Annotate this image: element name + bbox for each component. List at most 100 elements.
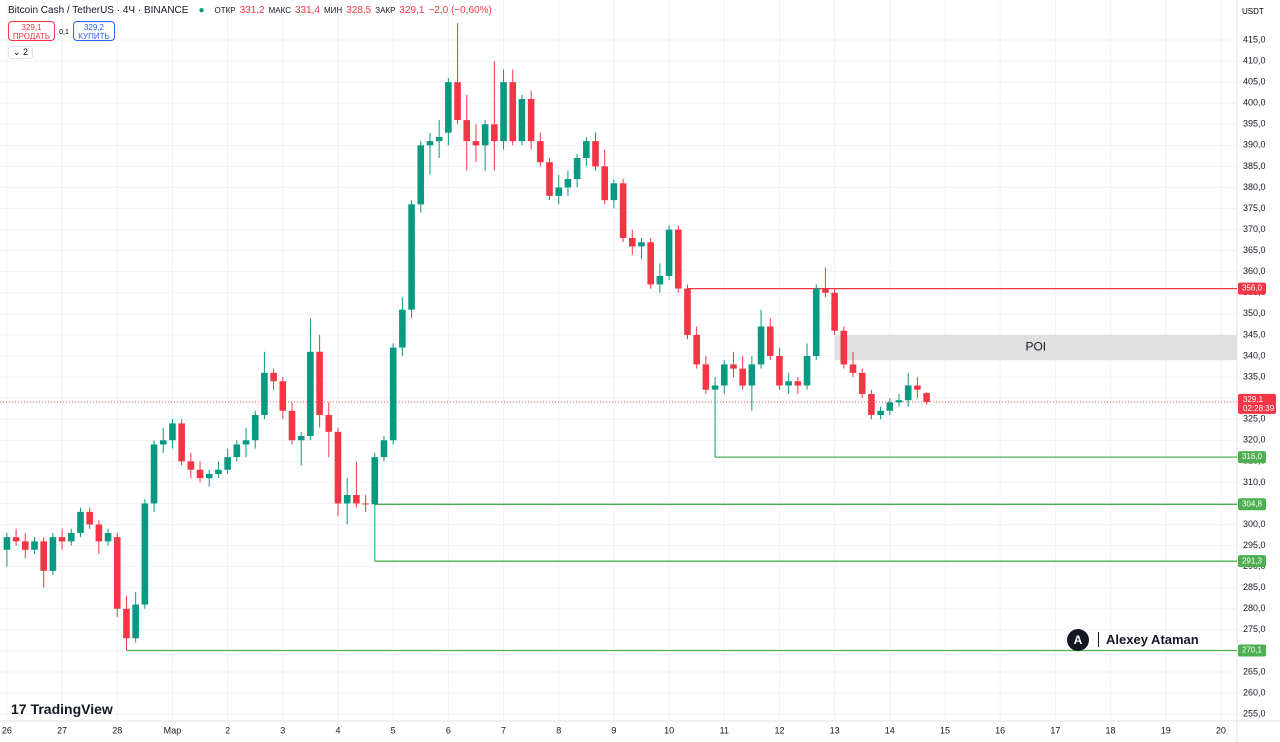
candle-body xyxy=(67,532,75,542)
candle-body xyxy=(831,292,838,331)
buy-button[interactable]: 329,2 КУПИТЬ xyxy=(73,21,115,41)
level-label: 291,3 xyxy=(1242,556,1263,565)
candle-body xyxy=(527,99,535,142)
x-tick-label: 12 xyxy=(774,725,784,735)
candle-body xyxy=(573,157,581,180)
candle-body xyxy=(297,436,305,441)
candle-body xyxy=(215,469,222,474)
candle-body xyxy=(592,141,599,167)
candle-body xyxy=(923,393,930,402)
candle-body xyxy=(233,444,241,458)
x-tick-label: 19 xyxy=(1161,725,1171,735)
x-tick-label: 15 xyxy=(940,725,950,735)
candle-body xyxy=(159,440,167,445)
y-tick-label: 390,0 xyxy=(1243,140,1266,150)
candle-body xyxy=(454,82,461,121)
y-tick-label: 350,0 xyxy=(1243,308,1266,318)
y-tick-label: 365,0 xyxy=(1243,245,1266,255)
symbol[interactable]: Bitcoin Cash / TetherUS · 4Ч · BINANCE xyxy=(8,5,189,16)
candle-body xyxy=(748,364,756,386)
x-tick-label: 20 xyxy=(1216,725,1226,735)
y-tick-label: 275,0 xyxy=(1243,624,1266,634)
candle-body xyxy=(895,400,903,403)
candle-body xyxy=(812,288,820,356)
status-dot: ● xyxy=(198,5,205,16)
sell-label: ПРОДАТЬ xyxy=(12,32,51,41)
candle-body xyxy=(40,541,47,571)
currency[interactable]: USDT xyxy=(1242,7,1264,16)
brand: 17 TradingView xyxy=(11,701,113,717)
candle-body xyxy=(702,364,710,390)
candle-body xyxy=(674,229,682,289)
candle-body xyxy=(583,141,590,158)
candle-body xyxy=(904,385,912,401)
x-tick-label: 27 xyxy=(57,725,67,735)
indicator-count: 2 xyxy=(23,47,29,57)
indicators-toggle[interactable]: ⌄ 2 xyxy=(8,46,34,59)
y-tick-label: 340,0 xyxy=(1243,350,1266,360)
candle-body xyxy=(399,309,406,348)
candle-body xyxy=(187,461,195,470)
candle-body xyxy=(325,414,333,432)
y-tick-label: 295,0 xyxy=(1243,540,1266,550)
candle-body xyxy=(877,410,884,415)
candle-body xyxy=(58,537,66,542)
candle-body xyxy=(739,368,746,386)
candle-body xyxy=(3,537,11,550)
candle-body xyxy=(362,503,369,505)
y-tick-label: 370,0 xyxy=(1243,224,1266,234)
ohlc-label: ЗАКР xyxy=(375,6,396,15)
ohlc-value: 331,4 xyxy=(294,5,321,16)
level-tag xyxy=(1238,451,1266,464)
candle-body xyxy=(95,524,103,542)
candle-body xyxy=(49,537,57,571)
candle-body xyxy=(564,179,572,188)
candle-body xyxy=(868,393,875,415)
level-label: 304,8 xyxy=(1242,499,1263,508)
candle-body xyxy=(481,124,489,146)
y-tick-label: 260,0 xyxy=(1243,687,1266,697)
x-tick-label: 14 xyxy=(885,725,895,735)
last-price-tag xyxy=(1238,393,1276,414)
sell-price: 329,1 xyxy=(21,23,42,32)
candle-body xyxy=(288,410,296,441)
x-tick-label: 16 xyxy=(995,725,1005,735)
candle-body xyxy=(647,242,654,285)
level-tag xyxy=(1238,555,1266,568)
y-tick-label: 335,0 xyxy=(1243,371,1266,381)
spread: 0,1 xyxy=(59,29,69,36)
level-label: 270,1 xyxy=(1242,646,1263,655)
candle-body xyxy=(684,288,691,335)
candle-body xyxy=(279,381,287,411)
candle-body xyxy=(555,187,563,196)
candle-body xyxy=(224,457,231,470)
candle-body xyxy=(12,537,20,542)
candle-body xyxy=(785,381,792,386)
candle-body xyxy=(518,99,526,142)
candle-body xyxy=(435,136,443,142)
candle-body xyxy=(205,473,213,479)
candle-body xyxy=(693,334,700,365)
candle-body xyxy=(123,608,130,639)
candle-body xyxy=(619,183,627,239)
candle-body xyxy=(711,385,719,390)
candle-body xyxy=(343,495,351,504)
y-tick-label: 310,0 xyxy=(1243,477,1266,487)
y-tick-label: 360,0 xyxy=(1243,266,1266,276)
sell-button[interactable]: 329,1 ПРОДАТЬ xyxy=(8,21,55,41)
candle-body xyxy=(500,82,507,142)
candle-body xyxy=(86,511,93,525)
x-tick-label: 13 xyxy=(830,725,840,735)
y-tick-label: 265,0 xyxy=(1243,666,1266,676)
candle-body xyxy=(242,440,250,445)
candle-body xyxy=(665,229,673,276)
x-tick-label: Мар xyxy=(164,725,182,735)
candle-body xyxy=(196,469,204,479)
buy-label: КУПИТЬ xyxy=(78,32,110,41)
candle-body xyxy=(178,423,185,462)
x-tick-label: 7 xyxy=(501,725,506,735)
candle-body xyxy=(270,372,277,382)
buy-price: 329,2 xyxy=(83,23,105,32)
